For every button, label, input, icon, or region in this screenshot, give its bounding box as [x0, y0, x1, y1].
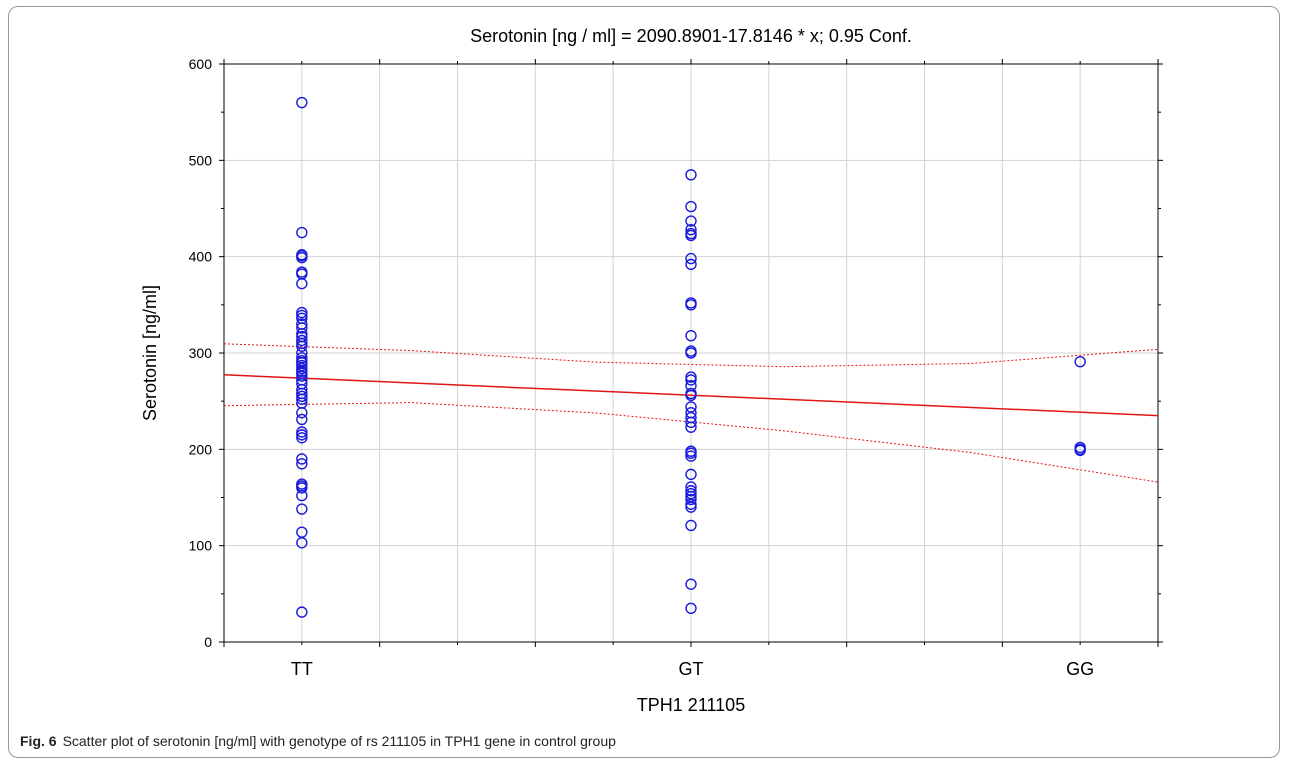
y-tick-label: 200 [189, 441, 213, 457]
data-point-tt [296, 537, 308, 549]
axis-ticks: 0 100 200 300 400 500 600 TT GT GG [189, 56, 1163, 679]
data-point-gt [685, 371, 697, 383]
data-point-gt [685, 493, 697, 506]
data-point-gt [685, 498, 697, 510]
data-point-tt [296, 306, 308, 319]
figure-label: Fig. 6 [20, 733, 57, 749]
data-point-gt [685, 519, 697, 532]
data-point-tt [296, 362, 308, 375]
data-point-tt [296, 340, 308, 352]
data-point-gt [685, 229, 697, 242]
data-point-gt [685, 347, 697, 359]
data-point-tt [296, 453, 308, 465]
data-point-gt [685, 200, 697, 213]
data-point-tt [296, 309, 308, 322]
data-point-gt [685, 252, 697, 265]
y-tick-label: 300 [189, 345, 213, 361]
data-point-gt [685, 578, 697, 590]
data-point-gt [685, 223, 697, 236]
data-point-gt [685, 329, 697, 342]
y-tick-label: 500 [189, 152, 213, 168]
data-point-tt [296, 458, 308, 470]
data-point-gt [685, 468, 697, 481]
data-point-tt [296, 226, 308, 239]
data-point-gt [685, 416, 697, 429]
data-point-gt [685, 169, 697, 181]
data-point-tt [296, 390, 308, 403]
data-point-gg [1074, 444, 1086, 456]
data-point-tt [296, 370, 308, 382]
data-points [296, 96, 1086, 618]
data-point-gt [685, 450, 697, 462]
data-point-tt [296, 429, 308, 441]
x-tick-label: TT [291, 659, 313, 679]
y-tick-label: 600 [189, 56, 213, 72]
data-point-tt [296, 251, 308, 264]
fit-line [223, 374, 1159, 417]
data-point-tt [296, 606, 308, 618]
data-point-tt [296, 407, 308, 419]
data-point-gt [685, 501, 697, 513]
data-point-gt [685, 421, 697, 433]
data-point-gg [1074, 355, 1086, 368]
y-axis-label: Serotonin [ng/ml] [140, 285, 160, 421]
y-tick-label: 100 [189, 538, 213, 554]
data-point-gt [685, 485, 697, 497]
data-point-tt [296, 277, 308, 290]
x-tick-label: GG [1066, 659, 1094, 679]
caption-text: Scatter plot of serotonin [ng/ml] with g… [62, 733, 616, 749]
data-point-gt [685, 299, 697, 311]
data-point-tt [296, 432, 308, 444]
x-tick-label: GT [679, 659, 704, 679]
data-point-tt [296, 322, 308, 334]
data-point-tt [296, 426, 308, 438]
data-point-tt [296, 503, 308, 515]
chart-title: Serotonin [ng / ml] = 2090.8901-17.8146 … [470, 26, 912, 46]
data-point-tt [296, 334, 308, 347]
data-point-gt [685, 389, 697, 402]
figure-caption: Fig. 6 Scatter plot of serotonin [ng/ml] … [20, 733, 616, 749]
data-point-gt [685, 258, 697, 271]
confidence-lower-line [223, 402, 1159, 483]
figure-frame [8, 6, 1280, 758]
data-point-gt [685, 215, 697, 227]
y-tick-label: 400 [189, 249, 213, 265]
y-tick-label: 0 [204, 634, 212, 650]
grid [224, 64, 1158, 642]
data-point-tt [296, 96, 308, 109]
data-point-gt [685, 447, 697, 459]
data-point-gt [685, 374, 697, 386]
data-point-gt [685, 602, 697, 614]
data-point-tt [296, 489, 308, 502]
regression-fit [223, 343, 1159, 483]
data-point-tt [296, 482, 308, 494]
scatter-chart: 0 100 200 300 400 500 600 TT GT GG Serotonin [ng … [140, 26, 1163, 715]
data-point-tt [296, 413, 308, 426]
data-point-tt [296, 393, 308, 405]
x-axis-label: TPH1 211105 [637, 695, 745, 715]
